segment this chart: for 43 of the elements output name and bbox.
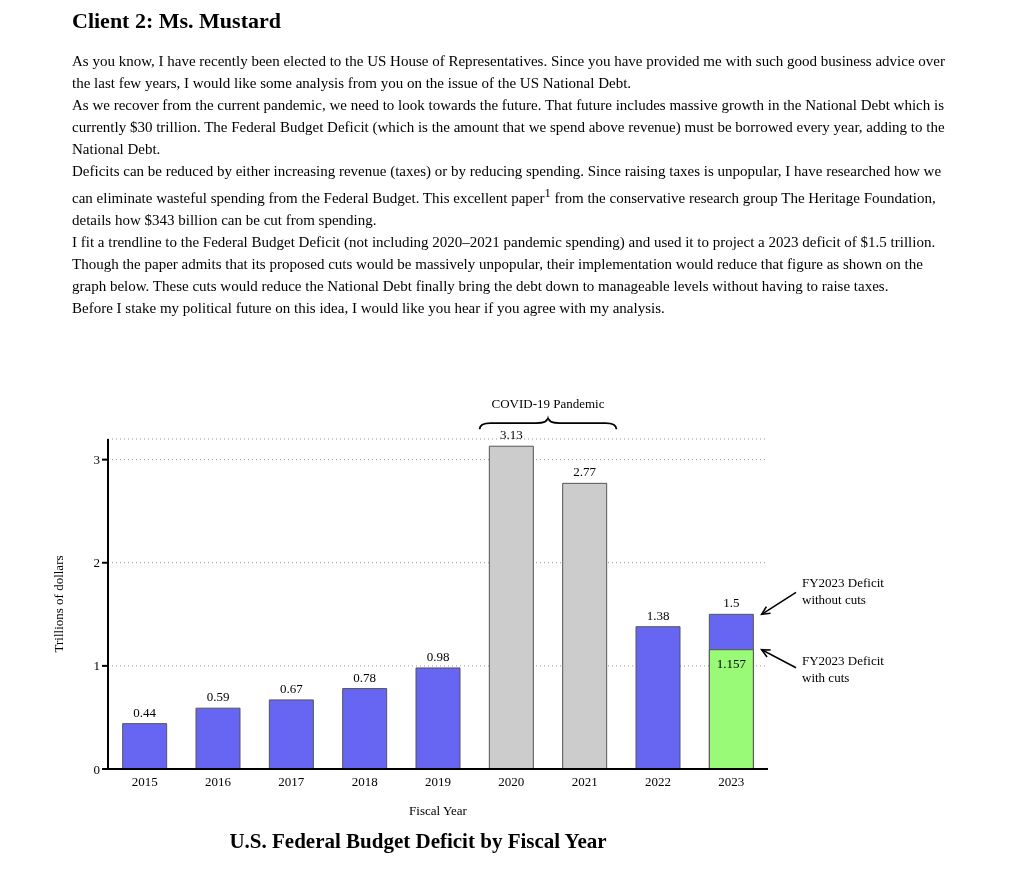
x-tick-label: 2022 [645, 774, 671, 790]
x-tick-label: 2018 [351, 774, 378, 790]
x-tick-label: 2020 [498, 774, 525, 790]
y-tick-label: 2 [93, 555, 100, 571]
bar [635, 626, 681, 769]
data-label: 1.157 [716, 655, 747, 671]
text: FY2023 Deficit without cuts [802, 574, 885, 609]
x-tick-label: 2015 [131, 774, 158, 790]
x-tick-label: 2016 [205, 774, 232, 790]
y-tick-label: 1 [93, 658, 100, 674]
data-label: 0.98 [426, 648, 450, 664]
x-tick-label: 2023 [718, 774, 745, 790]
text: U.S. Federal Budget Deficit by Fiscal Year [228, 829, 608, 854]
data-label: 3.13 [499, 427, 523, 443]
bar [488, 445, 534, 769]
data-label: 1.5 [723, 595, 740, 611]
bar [122, 723, 168, 769]
bar [342, 688, 388, 769]
text: As we recover from the current pandemic, we need to look towards the future. That future includes massive growth in the National Debt which is currently $30 trillion. The Federal Budget Deficit (which is the amount that we spend above revenue) must be borrowed every year, adding to the National Debt. [72, 96, 946, 159]
text: I fit a trendline to the Federal Budget Deficit (not including 2020–2021 pandemic spending) and used it to project a 2023 deficit of $1.5 trillion. Though the paper admits that its proposed cuts would be massively unpopular, their implementation would reduce that figure as shown on the graph below. These cuts would reduce the National Debt finally bring the debt down to manageable levels without having to raise taxes. [72, 233, 937, 296]
data-label: 0.44 [133, 704, 157, 720]
data-label: 0.67 [279, 680, 304, 696]
bar [268, 699, 314, 769]
y-tick-label: 0 [93, 761, 100, 777]
data-label: 2.77 [573, 464, 597, 480]
text: Before I stake my political future on this idea, I would like you hear if you agree with my analysis. [72, 299, 666, 318]
bar [415, 667, 461, 769]
data-label: 1.38 [646, 607, 670, 623]
y-tick-label: 3 [93, 452, 100, 468]
text: FY2023 Deficit with cuts [802, 651, 885, 686]
text: Deficits can be reduced by either increasing revenue (taxes) or by reducing spending. Since raising taxes is unpopular, I have researched how we can eliminate wasteful spending from the Federal Budget. This excellent paper$^{1}$ from the conservative research group The Heritage Foundation, details how $343 billion can be cut from spending. [72, 163, 942, 228]
text: COVID-19 Pandemic [491, 396, 605, 412]
data-label: 0.78 [353, 669, 377, 685]
bar [195, 707, 241, 769]
x-tick-label: 2017 [278, 774, 305, 790]
y-axis-title: Trillions of dollars [50, 555, 66, 653]
bar [562, 482, 608, 769]
x-axis-title: Fiscal Year [409, 803, 468, 818]
data-label: 0.59 [206, 689, 230, 705]
x-tick-label: 2019 [425, 774, 451, 790]
text: Client 2: Ms. Mustard [72, 8, 282, 34]
x-tick-label: 2021 [571, 774, 598, 790]
text: As you know, I have recently been elected to the US House of Representatives. Since you have provided me with such good business advice over the last few years, I would like some analysis from you on the issue of the US National Debt. [72, 52, 946, 93]
